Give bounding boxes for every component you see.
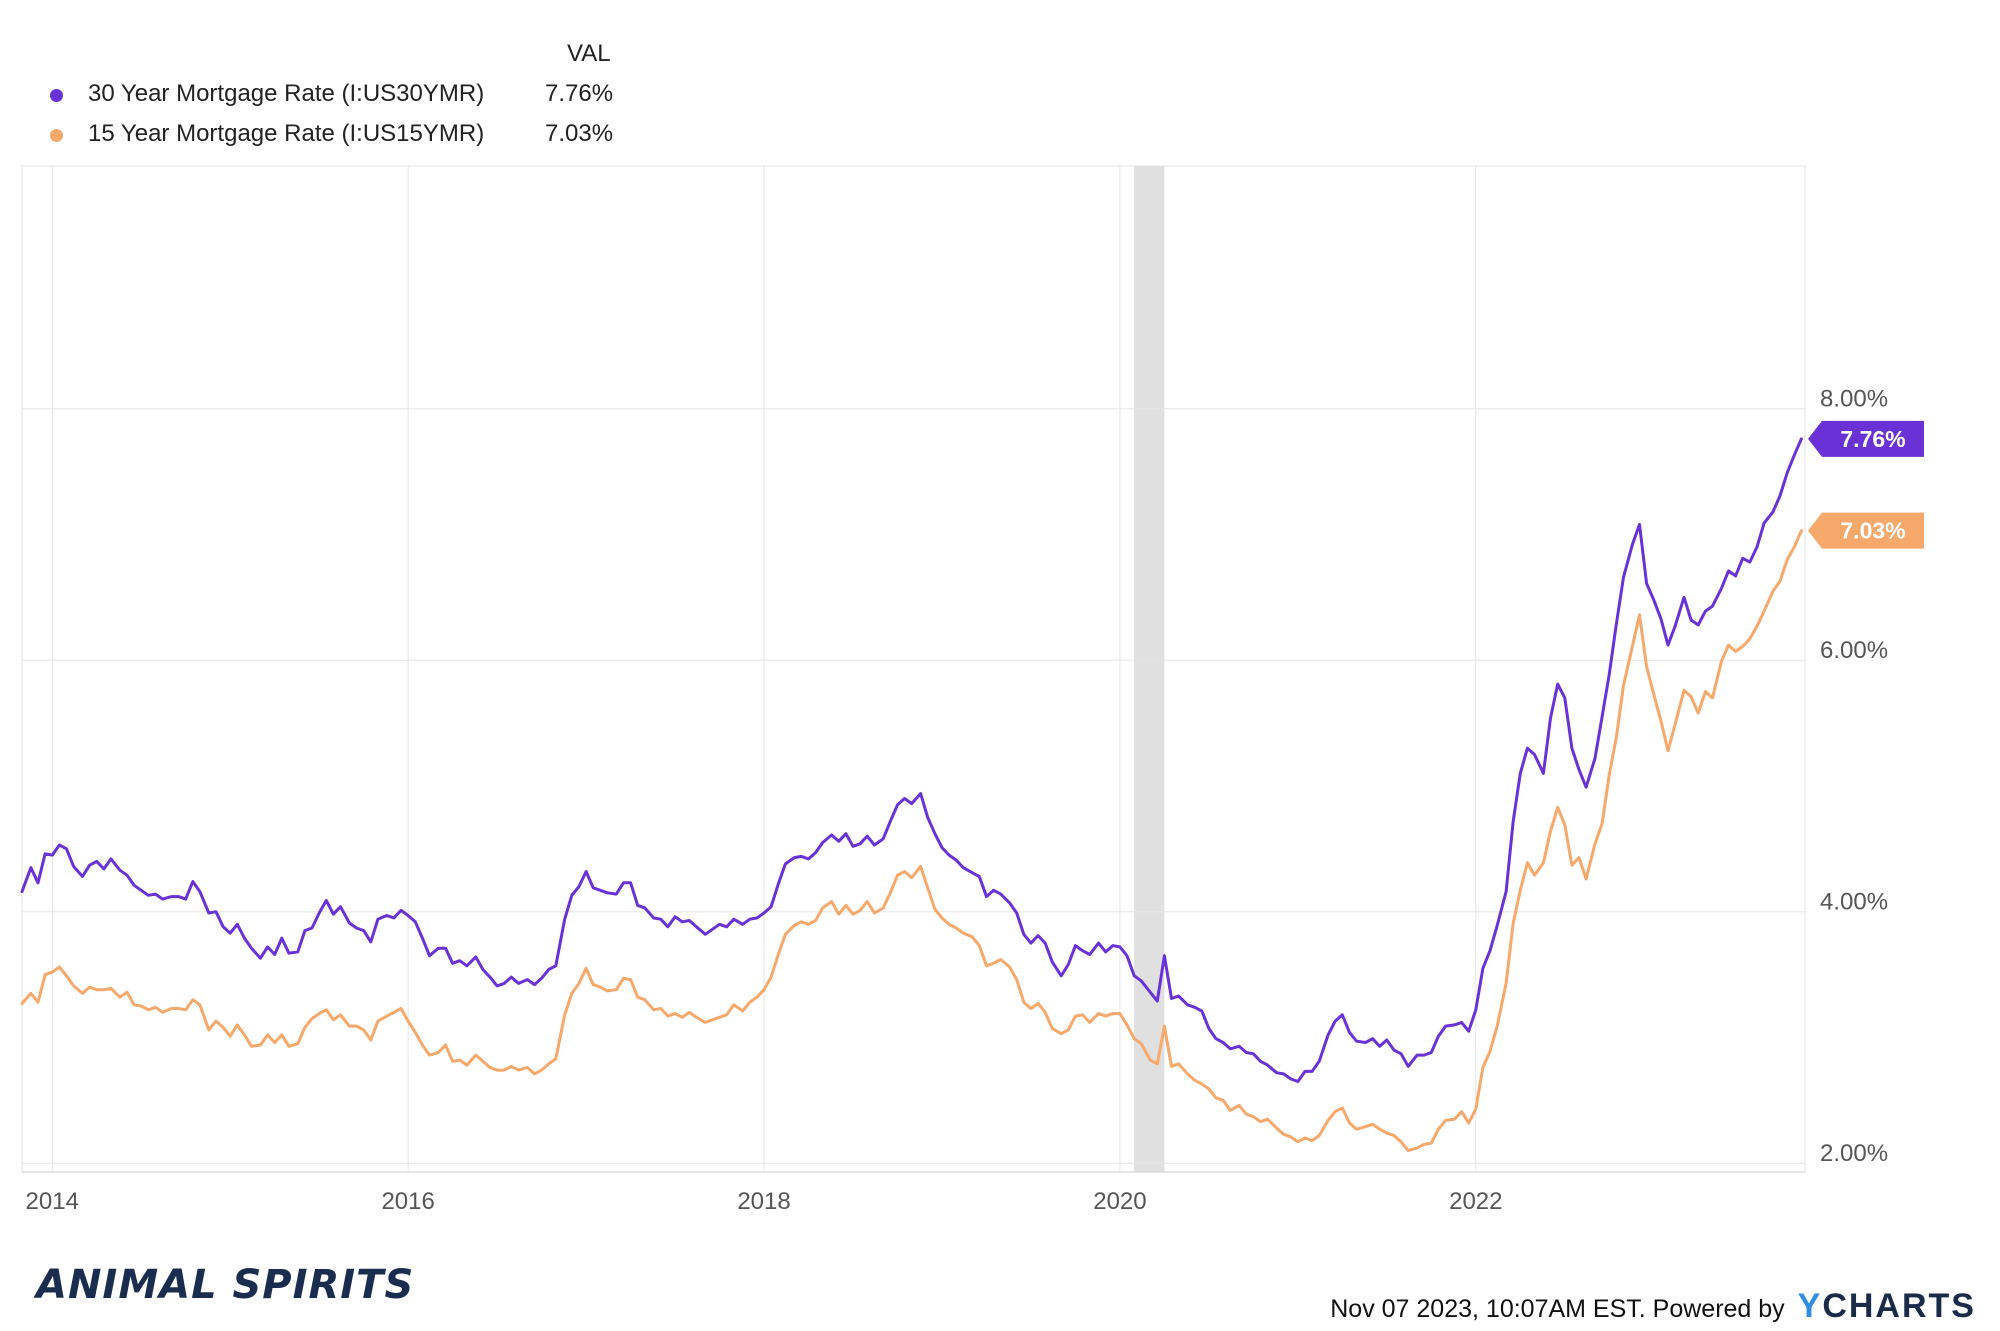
y-tick-label: 6.00% [1820,637,1888,664]
x-tick-label: 2018 [737,1188,790,1215]
series-dot-icon [50,129,63,142]
y-tick-label: 2.00% [1820,1140,1888,1167]
y-tick-label: 8.00% [1820,386,1888,413]
series-dot-icon [50,89,63,102]
legend-series-value: 7.03% [545,120,614,147]
y-tick-label: 4.00% [1820,889,1888,916]
recession-band [1134,166,1165,1172]
legend-series-name: 15 Year Mortgage Rate (I:US15YMR) [88,120,485,147]
end-tag-label: 7.03% [1840,518,1905,544]
end-tag-15yr [1808,512,1924,549]
footer-timestamp: Nov 07 2023, 10:07AM EST. Powered by [1330,1295,1785,1323]
x-tick-label: 2014 [26,1188,79,1215]
x-tick-label: 2022 [1449,1188,1502,1215]
x-tick-label: 2020 [1093,1188,1146,1215]
x-tick-label: 2016 [381,1188,434,1215]
legend-series-name: 30 Year Mortgage Rate (I:US30YMR) [88,80,485,107]
legend-series-value: 7.76% [545,80,614,107]
legend-value-header: VAL [567,40,611,67]
footer-attribution: Nov 07 2023, 10:07AM EST. Powered by YCH… [1330,1287,1976,1326]
end-tag-30yr [1808,420,1924,457]
animal-spirits-logo: ANIMAL SPIRITS [36,1262,415,1308]
end-tag-label: 7.76% [1840,426,1905,452]
plot-frame [21,165,1806,1173]
series-line-15yr [20,529,1803,1153]
series-line-30yr [20,437,1803,1083]
ycharts-logo[interactable]: YCHARTS [1797,1287,1976,1325]
